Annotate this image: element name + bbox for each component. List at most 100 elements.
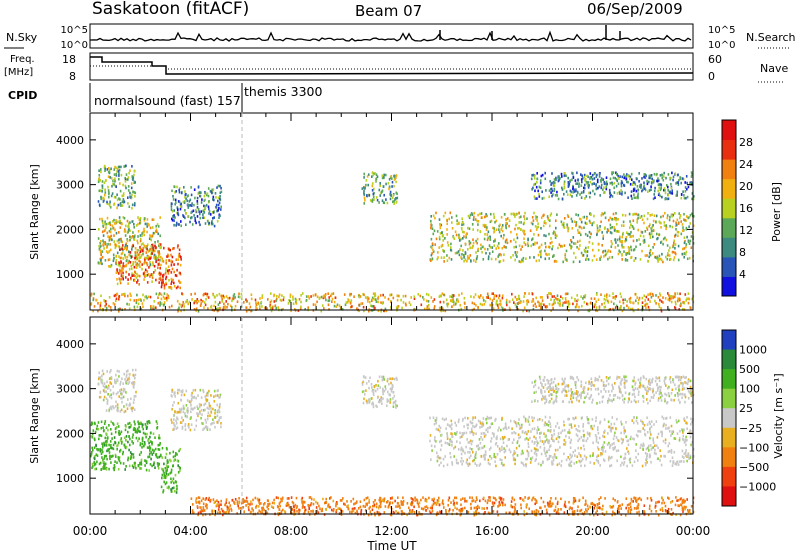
power-cell bbox=[136, 239, 139, 243]
velocity-cell bbox=[187, 424, 190, 428]
power-cell bbox=[203, 208, 206, 212]
power-cell bbox=[634, 292, 637, 296]
power-cell bbox=[128, 253, 130, 256]
velocity-cell bbox=[118, 459, 121, 463]
power-cell bbox=[124, 244, 127, 247]
velocity-cell bbox=[464, 416, 466, 420]
power-cell bbox=[450, 258, 453, 261]
power-cell bbox=[119, 226, 122, 229]
velocity-cell bbox=[617, 439, 620, 443]
power-cell bbox=[206, 295, 209, 298]
velocity-cell bbox=[114, 441, 117, 445]
power-cell bbox=[609, 250, 612, 253]
power-cell bbox=[159, 304, 161, 307]
power-cell bbox=[361, 187, 364, 190]
power-cell bbox=[430, 226, 432, 230]
power-cell bbox=[459, 303, 462, 307]
velocity-cell bbox=[387, 390, 389, 394]
power-cell bbox=[99, 306, 101, 310]
power-cell bbox=[459, 248, 461, 251]
velocity-cell bbox=[582, 423, 585, 426]
velocity-cell bbox=[172, 477, 175, 481]
power-cell bbox=[570, 217, 573, 221]
power-cell bbox=[550, 309, 552, 312]
power-cell bbox=[578, 247, 580, 251]
power-cell bbox=[681, 177, 684, 180]
velocity-cell bbox=[467, 423, 470, 427]
power-cell bbox=[146, 281, 149, 284]
velocity-cell bbox=[181, 389, 184, 393]
power-cell bbox=[375, 173, 378, 176]
power-cell bbox=[109, 200, 111, 204]
velocity-cell bbox=[196, 405, 198, 408]
velocity-cell bbox=[112, 385, 114, 388]
nsky-panel: N.Sky 10^5 10^0 10^5 10^0 N.Search bbox=[4, 23, 796, 51]
power-cell bbox=[122, 244, 124, 247]
power-cell bbox=[127, 282, 129, 285]
velocity-cell bbox=[441, 433, 443, 437]
velocity-cell bbox=[504, 449, 507, 453]
power-cell bbox=[576, 303, 578, 306]
velocity-cell bbox=[173, 401, 175, 404]
power-cell bbox=[225, 300, 227, 303]
velocity-cell bbox=[142, 423, 144, 426]
power-cell bbox=[295, 300, 297, 304]
power-cell bbox=[482, 258, 485, 261]
power-cell bbox=[616, 179, 618, 183]
power-cell bbox=[458, 222, 460, 225]
power-cell bbox=[663, 187, 666, 190]
power-cell bbox=[323, 307, 325, 310]
power-cell bbox=[614, 176, 617, 180]
power-cell bbox=[191, 298, 193, 301]
power-cell bbox=[193, 308, 196, 311]
power-cell bbox=[155, 228, 158, 231]
power-cell bbox=[629, 235, 632, 238]
velocity-cell bbox=[394, 399, 397, 403]
power-cell bbox=[98, 189, 101, 193]
power-cell bbox=[651, 292, 654, 296]
power-cell bbox=[165, 259, 167, 262]
power-cell bbox=[468, 240, 471, 243]
power-cell bbox=[369, 300, 371, 304]
velocity-cell bbox=[642, 427, 644, 430]
power-cell bbox=[521, 245, 523, 248]
velocity-cell bbox=[578, 437, 581, 441]
power-cell bbox=[101, 262, 103, 266]
power-cell bbox=[367, 297, 370, 300]
power-cell bbox=[127, 228, 130, 232]
velocity-cell bbox=[171, 480, 174, 483]
power-cell bbox=[691, 192, 694, 195]
velocity-cell bbox=[578, 429, 581, 433]
velocity-cell bbox=[170, 468, 173, 472]
power-cell bbox=[115, 261, 117, 265]
power-cell bbox=[210, 221, 213, 225]
power-cell bbox=[635, 177, 638, 180]
power-cell bbox=[596, 178, 599, 182]
power-cell bbox=[133, 279, 136, 282]
power-cell bbox=[569, 179, 572, 182]
power-cell bbox=[658, 305, 661, 309]
power-cell bbox=[146, 270, 149, 273]
velocity-cell bbox=[121, 392, 123, 396]
power-cell bbox=[149, 234, 151, 237]
power-cell bbox=[105, 179, 107, 182]
velocity-cell bbox=[623, 431, 626, 435]
velocity-cell bbox=[484, 453, 487, 456]
power-cell bbox=[481, 303, 484, 307]
power-cell bbox=[451, 227, 454, 230]
velocity-cell bbox=[377, 384, 380, 387]
power-cell bbox=[245, 298, 247, 301]
power-cell bbox=[532, 304, 535, 307]
power-cell bbox=[683, 194, 685, 197]
velocity-cell bbox=[573, 417, 575, 421]
velocity-cell bbox=[603, 418, 606, 421]
power-cell bbox=[637, 216, 639, 220]
power-cell bbox=[524, 211, 526, 215]
power-cell bbox=[650, 227, 652, 230]
power-cell bbox=[350, 292, 352, 296]
power-cell bbox=[500, 305, 503, 309]
power-cell bbox=[144, 258, 146, 262]
power-cell bbox=[658, 302, 660, 306]
power-cell bbox=[181, 292, 183, 295]
velocity-cell bbox=[683, 456, 685, 459]
